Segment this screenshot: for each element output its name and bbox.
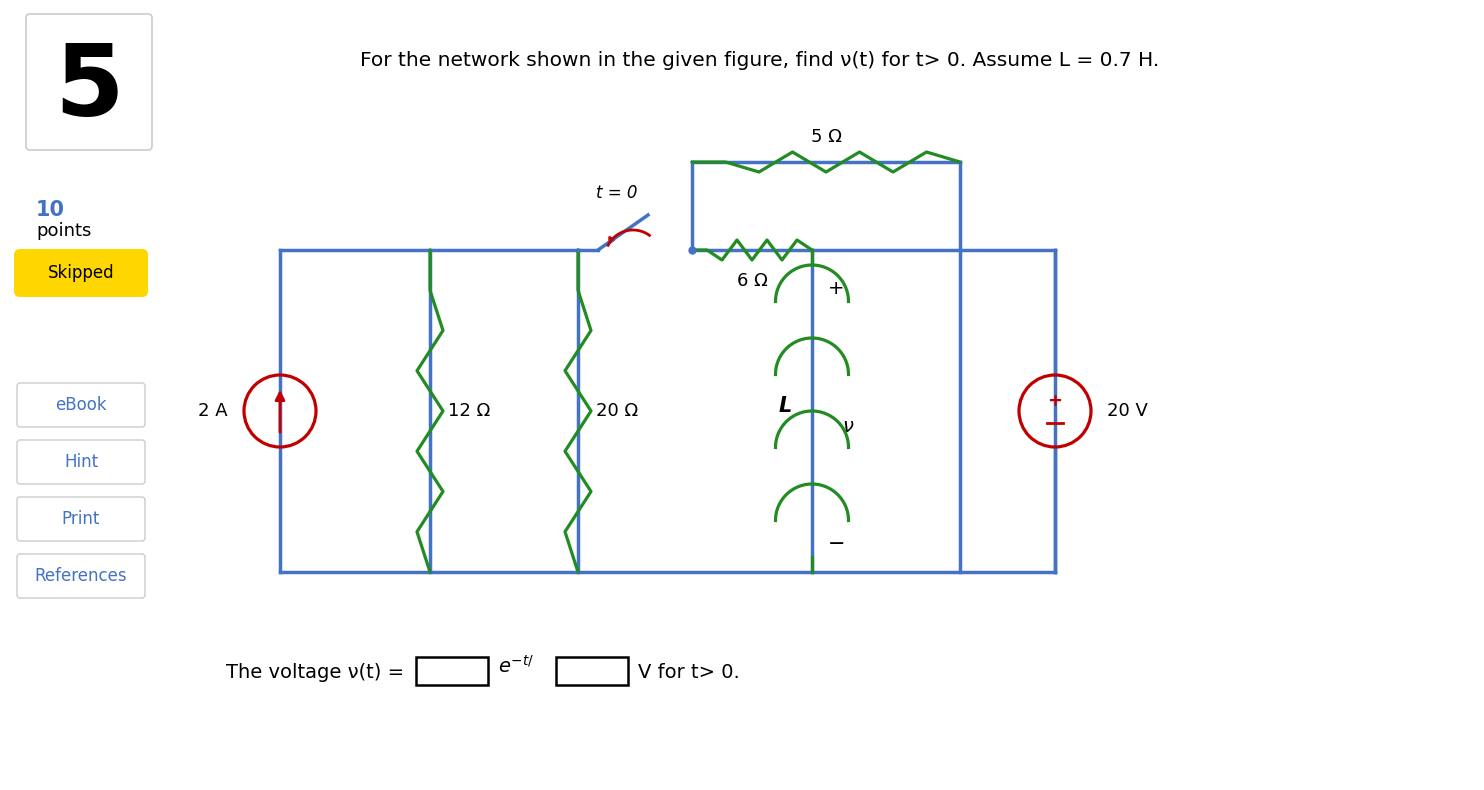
FancyBboxPatch shape — [16, 383, 145, 427]
Text: The voltage ν(⁠t) =: The voltage ν(⁠t) = — [226, 663, 404, 682]
Text: 5 Ω: 5 Ω — [810, 128, 841, 146]
Text: points: points — [36, 222, 92, 240]
Text: Skipped: Skipped — [47, 264, 114, 282]
FancyBboxPatch shape — [16, 440, 145, 484]
Text: References: References — [34, 567, 128, 585]
Text: 12 Ω: 12 Ω — [448, 402, 490, 420]
Text: 10: 10 — [36, 200, 65, 220]
FancyBboxPatch shape — [16, 497, 145, 541]
FancyBboxPatch shape — [13, 249, 148, 297]
Text: 20 V: 20 V — [1107, 402, 1149, 420]
Text: +: + — [828, 279, 844, 298]
Text: t = 0: t = 0 — [597, 184, 638, 202]
FancyBboxPatch shape — [556, 657, 628, 685]
Text: Print: Print — [62, 510, 101, 528]
Text: $e^{-t/}$: $e^{-t/}$ — [499, 655, 534, 677]
Text: Hint: Hint — [64, 453, 98, 471]
FancyBboxPatch shape — [27, 14, 151, 150]
Text: 6 Ω: 6 Ω — [736, 272, 767, 290]
Text: L: L — [779, 396, 792, 416]
Text: 2 A: 2 A — [199, 402, 229, 420]
FancyBboxPatch shape — [16, 554, 145, 598]
Text: For the network shown in the given figure, find ν(⁠t) for t> 0. Assume L = 0.7 H: For the network shown in the given figur… — [361, 51, 1159, 70]
Text: V for t> 0.: V for t> 0. — [638, 663, 739, 682]
Text: 5: 5 — [55, 40, 123, 137]
Text: 20 Ω: 20 Ω — [597, 402, 638, 420]
Text: −: − — [828, 534, 846, 554]
Text: ν: ν — [841, 416, 853, 435]
Text: eBook: eBook — [55, 396, 107, 414]
Text: +: + — [1048, 392, 1063, 410]
FancyBboxPatch shape — [416, 657, 488, 685]
